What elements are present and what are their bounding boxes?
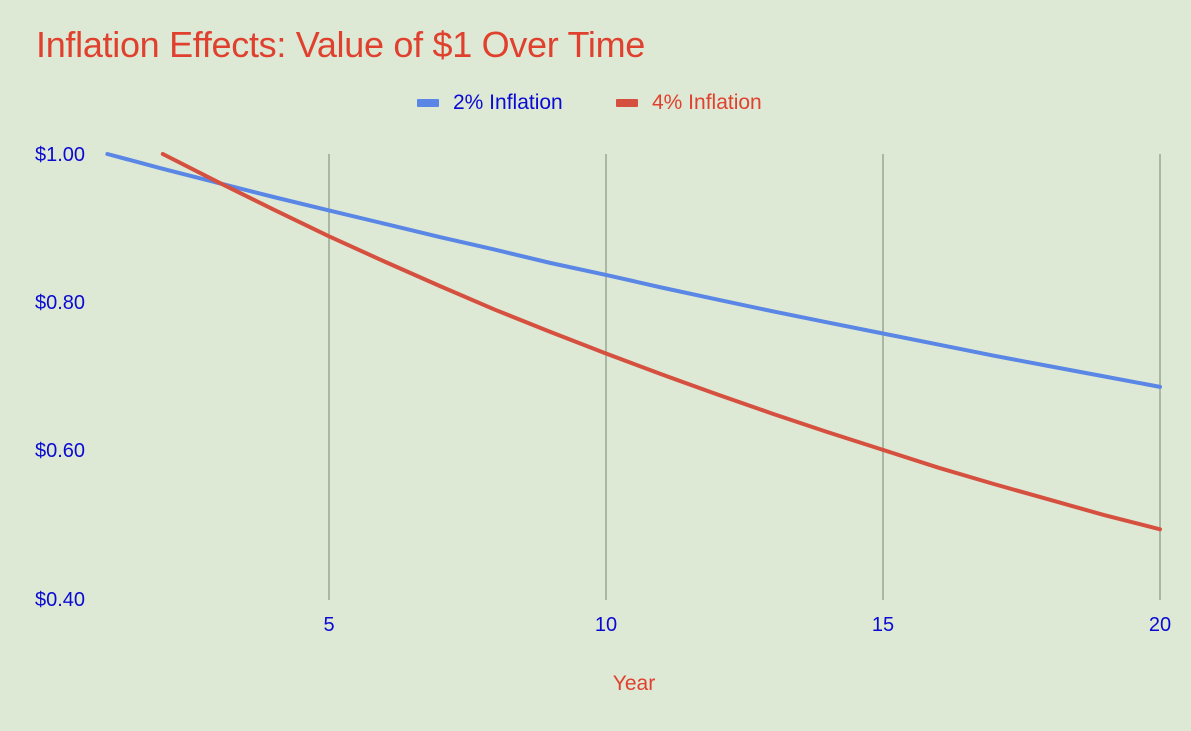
y-axis-ticks: $1.00 $0.80 $0.60 $0.40 xyxy=(35,144,85,611)
legend-swatch-2pct-icon xyxy=(417,99,439,107)
legend-label-4pct: 4% Inflation xyxy=(652,91,762,114)
y-tick-label: $0.60 xyxy=(35,440,85,462)
legend-label-2pct: 2% Inflation xyxy=(453,91,563,114)
x-tick-label: 10 xyxy=(595,614,617,636)
series-line-2pct[interactable] xyxy=(105,152,1162,389)
x-tick-label: 5 xyxy=(323,614,334,636)
gridlines xyxy=(328,154,1161,600)
series-lines xyxy=(105,152,1162,532)
legend-item-2pct[interactable]: 2% Inflation xyxy=(417,91,563,115)
x-axis-title: Year xyxy=(613,672,655,695)
legend-swatch-4pct-icon xyxy=(616,99,638,107)
chart-title: Inflation Effects: Value of $1 Over Time xyxy=(36,24,645,65)
y-tick-label: $0.40 xyxy=(35,589,85,611)
x-axis-ticks: 5 10 15 20 xyxy=(323,614,1171,636)
x-tick-label: 20 xyxy=(1149,614,1171,636)
x-tick-label: 15 xyxy=(872,614,894,636)
legend-item-4pct[interactable]: 4% Inflation xyxy=(616,91,762,115)
y-tick-label: $1.00 xyxy=(35,144,85,166)
series-line-4pct[interactable] xyxy=(160,152,1162,532)
legend: 2% Inflation 4% Inflation xyxy=(0,91,1191,117)
y-tick-label: $0.80 xyxy=(35,292,85,314)
